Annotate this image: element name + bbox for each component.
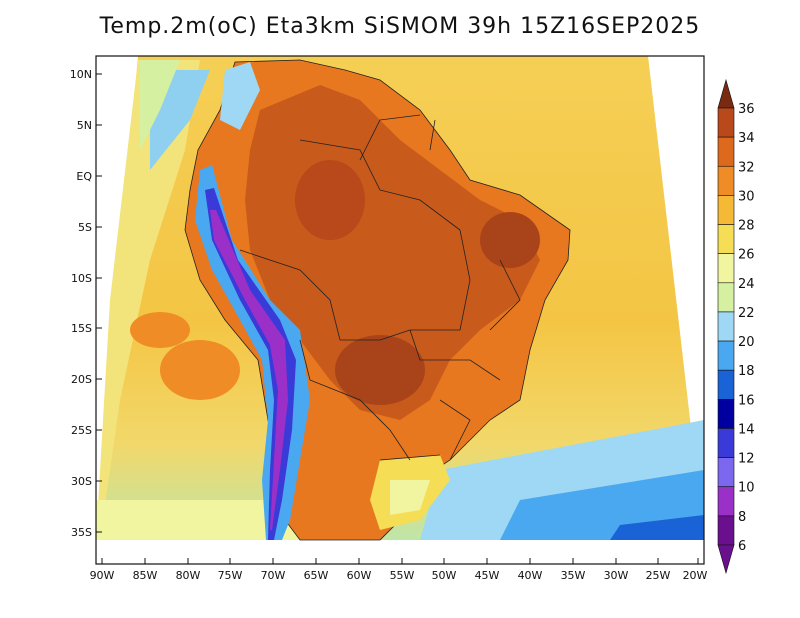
colorbar-segment [717, 369, 735, 400]
lon-label: 90W [90, 569, 115, 582]
country-borders [239, 114, 521, 461]
lon-label: 45W [475, 569, 500, 582]
lat-label: 15S [71, 322, 92, 335]
pacific-warm-band [96, 60, 200, 540]
colorbar-bottom-arrow [717, 544, 735, 575]
south-pacific-cool [96, 500, 300, 540]
hottest-area-northeast [480, 212, 540, 268]
lon-label: 85W [133, 569, 158, 582]
lon-label: 75W [218, 569, 243, 582]
lat-label: 5S [78, 221, 92, 234]
colorbar-segment [717, 311, 735, 342]
colorbar-label: 22 [738, 306, 755, 321]
pacific-warm-patch [160, 340, 240, 400]
uruguay-mild [390, 480, 430, 515]
lon-label: 40W [518, 569, 543, 582]
lat-label: 35S [71, 526, 92, 539]
colorbar-segment [717, 399, 735, 429]
colorbar-segment [717, 136, 735, 167]
colorbar-label: 14 [738, 422, 755, 437]
colorbar-label: 16 [738, 393, 755, 408]
lon-label: 30W [604, 569, 629, 582]
colorbar-segment [717, 428, 735, 458]
andes-coldest-band [210, 210, 288, 530]
lon-label: 80W [176, 569, 201, 582]
colorbar-label: 32 [738, 160, 755, 175]
lat-label: 5N [77, 119, 92, 132]
colombia-andes-cool [220, 62, 260, 130]
colorbar-segment [717, 107, 735, 138]
pacific-green [140, 60, 180, 150]
colorbar-label: 6 [738, 539, 746, 554]
colorbar-label: 30 [738, 189, 755, 204]
lon-label: 55W [390, 569, 415, 582]
andes-cold-band [205, 188, 296, 540]
hot-area-amazon [295, 160, 365, 240]
colorbar-top-arrow [717, 78, 735, 109]
lat-label: 20S [71, 373, 92, 386]
lon-label: 60W [347, 569, 372, 582]
lat-label: 25S [71, 424, 92, 437]
colorbar-segment [717, 340, 735, 371]
colorbar-segment [717, 253, 735, 284]
lat-label: 30S [71, 475, 92, 488]
colorbar: 36 34 32 30 28 26 24 22 20 18 16 14 12 10 8 6 [717, 78, 755, 575]
south-atlantic-colder [610, 515, 704, 540]
lon-label: 35W [561, 569, 586, 582]
lon-label: 25W [646, 569, 671, 582]
lon-label: 50W [432, 569, 457, 582]
colorbar-segment [717, 486, 735, 517]
colorbar-segment [717, 457, 735, 488]
longitude-axis: 90W 85W 80W 75W 70W 65W 60W 55W 50W 45W … [90, 558, 708, 582]
lon-label: 65W [304, 569, 329, 582]
colorbar-label: 10 [738, 481, 755, 496]
colorbar-label: 28 [738, 219, 755, 234]
lat-label: 10N [70, 68, 92, 81]
lon-label: 20W [683, 569, 708, 582]
hottest-area-mato-grosso [335, 335, 425, 405]
colorbar-label: 20 [738, 335, 755, 350]
colorbar-segment [717, 224, 735, 254]
plot-frame [95, 55, 705, 565]
lat-label: EQ [76, 170, 92, 183]
colorbar-label: 12 [738, 452, 755, 467]
lat-label: 10S [71, 272, 92, 285]
colorbar-label: 8 [738, 510, 746, 525]
temperature-field [96, 56, 704, 541]
colorbar-label: 24 [738, 277, 755, 292]
map-title: Temp.2m(oC) Eta3km SiSMOM 39h 15Z16SEP20… [99, 14, 701, 39]
colorbar-segment [717, 165, 735, 196]
colorbar-segment [717, 282, 735, 313]
lon-label: 70W [261, 569, 286, 582]
colorbar-label: 18 [738, 364, 755, 379]
latitude-axis: 10N 5N EQ 5S 10S 15S 20S 25S 30S 35S [70, 68, 102, 539]
colorbar-label: 34 [738, 131, 755, 146]
colorbar-label: 26 [738, 248, 755, 263]
colorbar-segment [717, 515, 735, 546]
colorbar-segment [717, 195, 735, 225]
colorbar-label: 36 [738, 102, 755, 117]
pacific-warm-patch-2 [130, 312, 190, 348]
